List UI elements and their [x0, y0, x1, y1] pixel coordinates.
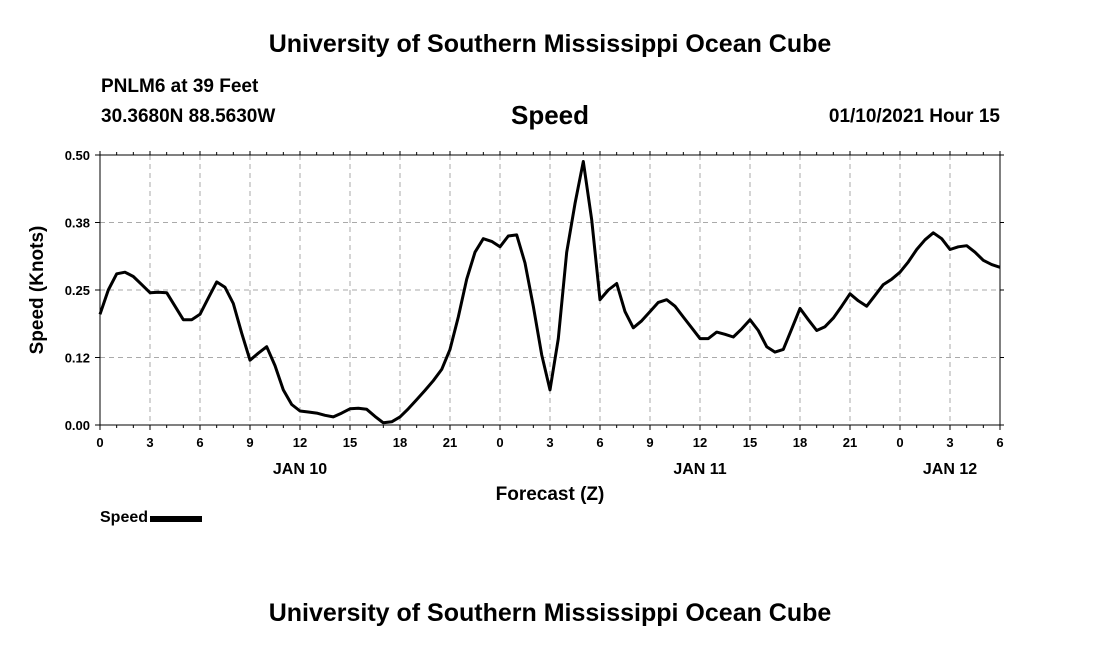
- legend: Speed: [100, 509, 203, 527]
- series-layer: [98, 160, 1001, 425]
- x-tick-label: 12: [693, 435, 707, 450]
- y-tick-label: 0.50: [65, 148, 90, 163]
- date-label: JAN 11: [673, 461, 726, 478]
- x-tick-label: 18: [393, 435, 407, 450]
- axes: [95, 151, 1004, 430]
- x-tick-label: 15: [743, 435, 757, 450]
- x-tick-label: 9: [246, 435, 253, 450]
- forecast-datetime: 01/10/2021 Hour 15: [828, 106, 1000, 127]
- date-label: JAN 10: [273, 461, 327, 478]
- x-tick-label: 12: [293, 435, 307, 450]
- x-tick-label: 3: [146, 435, 153, 450]
- x-tick-label: 15: [343, 435, 357, 450]
- series-line-speed: [98, 160, 1001, 425]
- plot-frame: [99, 154, 1001, 426]
- y-tick-label: 0.38: [65, 216, 90, 231]
- legend-line-swatch: [150, 516, 203, 522]
- x-tick-label: 9: [646, 435, 653, 450]
- chart-title: Speed: [510, 100, 590, 130]
- x-tick-label: 6: [196, 435, 203, 450]
- x-tick-label: 21: [843, 435, 857, 450]
- page-title: University of Southern Mississippi Ocean…: [268, 30, 832, 58]
- axis-labels: 0 3 6 9 12 15 18 21 0 3 6 9 12 15 18 21 0 3 6 0.00 0.12 0.25 0…: [27, 148, 1004, 505]
- footer-title: University of Southern Mississippi Ocean…: [268, 599, 832, 627]
- legend-label: Speed: [100, 509, 149, 526]
- x-tick-label: 6: [996, 435, 1003, 450]
- x-tick-label: 18: [793, 435, 807, 450]
- coordinates-label: 30.3680N 88.5630W: [101, 106, 276, 127]
- x-tick-label: 0: [896, 435, 903, 450]
- x-tick-label: 3: [546, 435, 553, 450]
- x-axis-title: Forecast (Z): [496, 484, 605, 505]
- x-tick-label: 6: [596, 435, 603, 450]
- x-tick-label: 3: [946, 435, 953, 450]
- y-tick-label: 0.25: [65, 283, 90, 298]
- y-axis-title: Speed (Knots): [27, 226, 48, 355]
- y-tick-label: 0.12: [65, 351, 90, 366]
- station-label: PNLM6 at 39 Feet: [101, 76, 259, 97]
- x-tick-label: 0: [496, 435, 503, 450]
- grid: [100, 155, 1000, 425]
- x-tick-label: 21: [443, 435, 457, 450]
- y-tick-label: 0.00: [65, 418, 90, 433]
- date-label: JAN 12: [923, 461, 977, 478]
- x-tick-label: 0: [96, 435, 103, 450]
